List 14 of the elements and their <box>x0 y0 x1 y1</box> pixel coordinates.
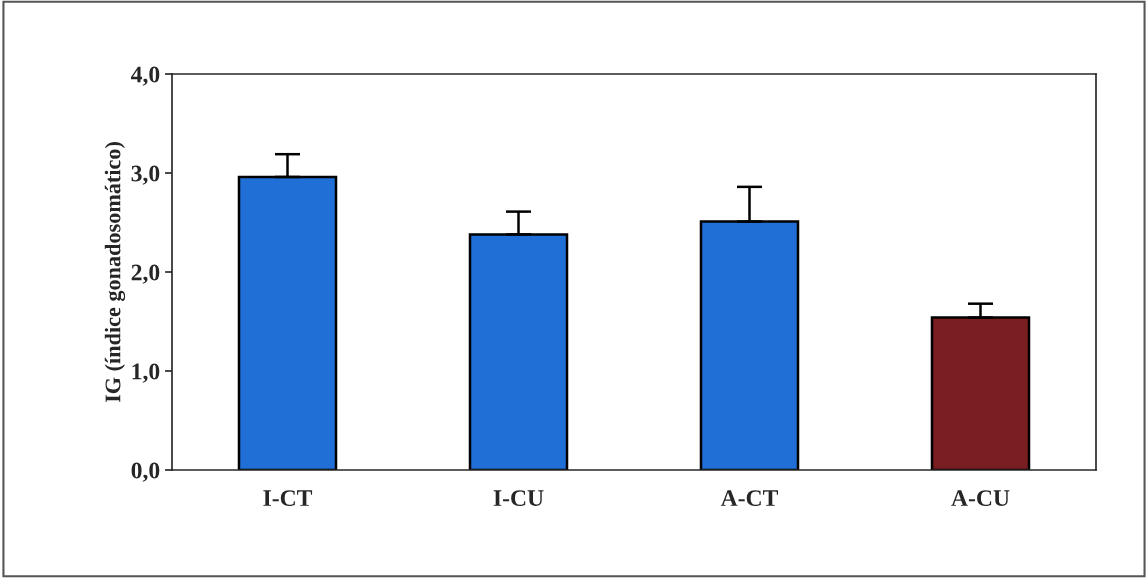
y-tick-label: 0,0 <box>131 462 160 482</box>
x-tick-label: A-CU <box>951 490 1010 507</box>
x-tick-label: I-CT <box>263 490 313 507</box>
y-tick-label: 1,0 <box>132 363 160 383</box>
bar <box>699 220 800 470</box>
bar <box>237 175 338 470</box>
bar <box>468 233 569 470</box>
x-tick-label: I-CU <box>493 490 544 507</box>
x-tick-label: A-CT <box>720 490 778 507</box>
y-tick-label: 2,0 <box>131 264 160 284</box>
y-axis-title: IG (índice gonadosomático) <box>104 142 126 403</box>
y-tick-label: 3,0 <box>131 165 160 185</box>
y-tick-label: 4,0 <box>131 66 160 86</box>
bar <box>930 316 1031 470</box>
